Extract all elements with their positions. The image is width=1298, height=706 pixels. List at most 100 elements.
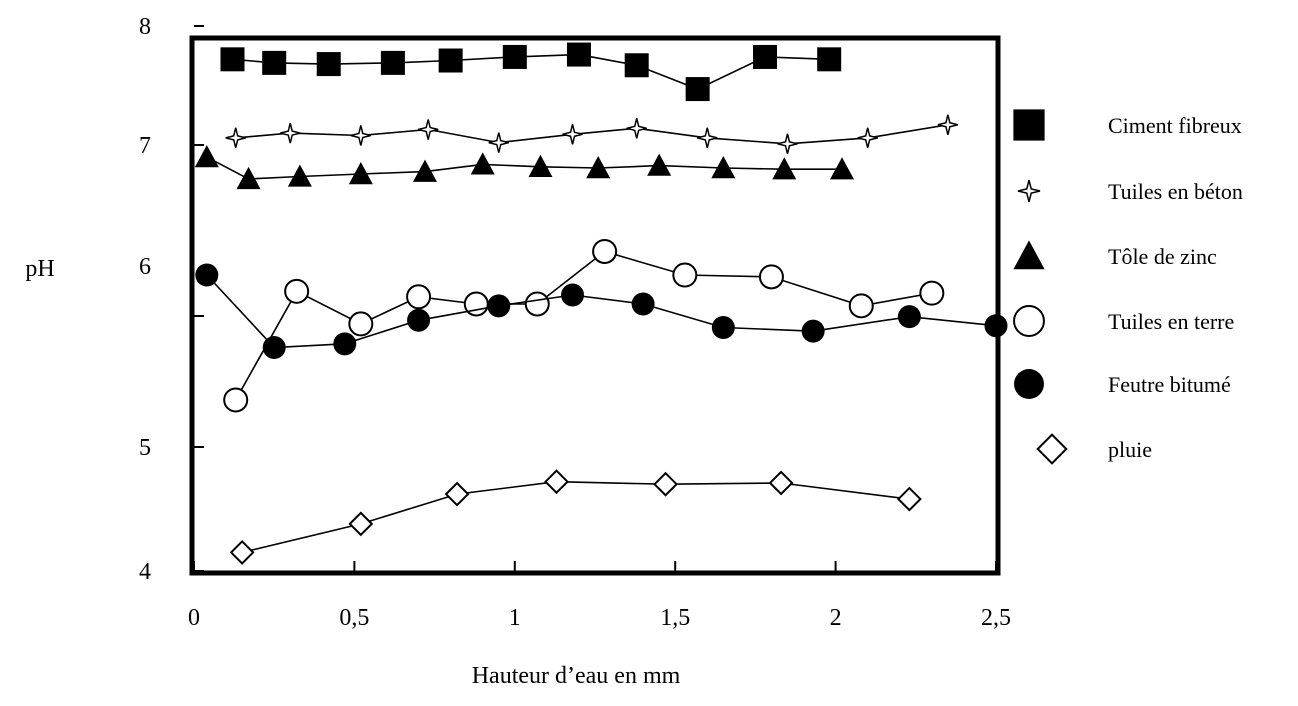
diamond-marker (653, 471, 678, 497)
triangle-marker (287, 164, 312, 187)
legend-item: pluie (1036, 433, 1152, 465)
diamond-marker (1036, 433, 1068, 465)
series-line (206, 274, 997, 349)
triangle-marker (528, 154, 553, 177)
filled-circle-marker (801, 319, 825, 343)
series-layer (194, 42, 1008, 565)
diamond-marker (544, 469, 569, 495)
y-tick-label: 7 (139, 133, 151, 159)
legend-label: Tôle de zinc (1108, 244, 1217, 269)
open-circle-marker (848, 293, 874, 319)
series-6 (229, 469, 922, 565)
y-tick-label: 8 (139, 14, 151, 40)
square-marker (817, 47, 842, 72)
filled-circle-marker (711, 316, 735, 340)
legend-label: Tuiles en béton (1108, 179, 1243, 204)
series-line (241, 480, 910, 554)
square-marker (685, 77, 710, 102)
series-line (235, 124, 949, 145)
diamond-marker (444, 481, 470, 507)
series-1 (220, 42, 842, 102)
diamond-marker (348, 511, 374, 537)
axis-ticks (193, 25, 997, 572)
y-tick-label: 5 (139, 435, 151, 461)
star-marker (418, 119, 439, 140)
triangle-marker (711, 155, 736, 179)
legend-item: Ciment fibreux (1013, 109, 1242, 141)
filled-circle-marker (262, 335, 286, 359)
filled-circle-marker (195, 263, 219, 287)
triangle-marker (830, 157, 855, 180)
diamond-marker (229, 539, 255, 565)
square-marker (220, 47, 245, 72)
y-axis-title: pH (25, 256, 54, 282)
filled-circle-marker (407, 308, 431, 332)
open-circle-marker (758, 264, 784, 290)
filled-circle-marker (333, 332, 357, 356)
triangle-marker (772, 157, 797, 180)
plot-frame (189, 35, 1001, 576)
star-marker (1017, 179, 1041, 203)
y-tick-label: 6 (139, 254, 151, 280)
square-marker (380, 50, 405, 75)
y-tick-label: 4 (139, 559, 151, 585)
legend-item: Tuiles en terre (1013, 305, 1234, 337)
square-marker (262, 50, 287, 75)
open-circle-marker (524, 291, 550, 317)
x-tick-label: 2 (830, 605, 842, 631)
star-marker (626, 118, 647, 139)
star-marker (857, 127, 878, 149)
square-marker (438, 48, 463, 73)
open-circle-marker (672, 262, 698, 288)
square-marker (753, 44, 778, 69)
legend-label: Feutre bitumé (1108, 372, 1231, 397)
x-tick-label: 1 (509, 605, 521, 631)
diamond-marker (896, 486, 922, 512)
legend: Ciment fibreux Tuiles en béton Tôle de zin… (1013, 109, 1243, 465)
filled-circle-marker (984, 314, 1008, 338)
legend-item: Feutre bitumé (1014, 369, 1231, 399)
triangle-marker (1013, 240, 1045, 270)
open-circle-marker (919, 280, 945, 306)
series-5 (195, 263, 1008, 359)
open-circle-marker (1013, 305, 1045, 337)
y-tick-labels: 4 5 6 7 8 (139, 14, 151, 585)
filled-circle-marker (561, 283, 585, 307)
triangle-marker (586, 155, 611, 179)
series-4 (223, 238, 945, 413)
square-marker (316, 52, 341, 77)
square-marker (566, 42, 591, 67)
triangle-marker (470, 152, 495, 175)
x-tick-labels: 0 0,5 1 1,5 2 2,5 (188, 605, 1011, 631)
diamond-marker (768, 470, 794, 496)
star-marker (280, 122, 301, 144)
x-tick-label: 1,5 (660, 605, 690, 631)
triangle-marker (647, 153, 672, 176)
star-marker (562, 124, 583, 145)
star-marker (488, 132, 509, 153)
filled-circle-marker (1014, 369, 1044, 399)
legend-label: Ciment fibreux (1108, 113, 1242, 138)
legend-item: Tôle de zinc (1013, 240, 1217, 270)
series-2 (225, 114, 959, 154)
legend-label: pluie (1108, 437, 1152, 462)
open-circle-marker (223, 387, 249, 413)
legend-item: Tuiles en béton (1017, 179, 1243, 204)
series-line (235, 250, 932, 401)
triangle-marker (236, 166, 261, 190)
square-marker (624, 53, 649, 78)
series-line (206, 156, 842, 180)
filled-circle-marker (897, 305, 921, 329)
x-tick-label: 0,5 (339, 605, 369, 631)
star-marker (697, 127, 718, 149)
triangle-marker (412, 159, 437, 182)
open-circle-marker (592, 238, 618, 264)
square-marker (1013, 109, 1045, 141)
filled-circle-marker (487, 294, 511, 318)
square-marker (502, 44, 527, 69)
triangle-marker (348, 162, 373, 185)
open-circle-marker (406, 284, 432, 310)
star-marker (777, 133, 798, 154)
star-marker (350, 125, 371, 146)
